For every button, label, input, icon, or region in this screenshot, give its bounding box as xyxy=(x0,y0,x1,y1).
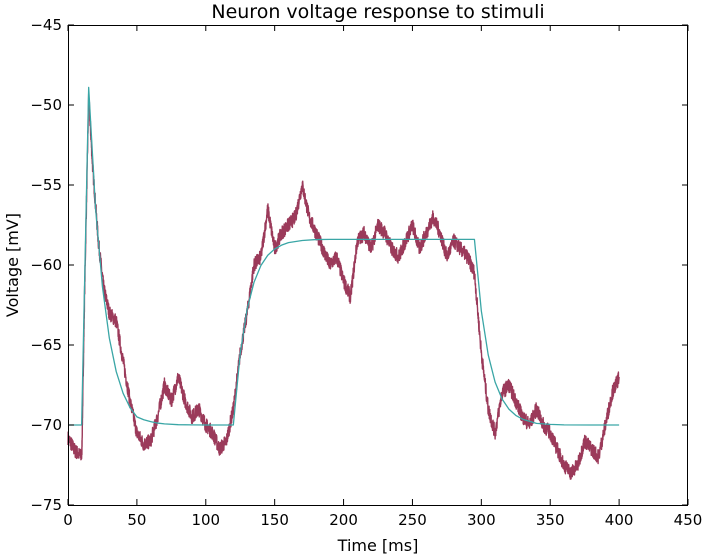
x-tick-label: 250 xyxy=(398,511,427,529)
x-tick-label: 450 xyxy=(674,511,703,529)
x-tick-label: 350 xyxy=(536,511,565,529)
axis-ticks: 0 50 100 150 200 250 300 350 400 450 −75 −70 −65 −60 −… xyxy=(30,16,702,529)
plot-frame xyxy=(68,25,688,506)
x-tick-label: 100 xyxy=(191,511,220,529)
x-tick-label: 150 xyxy=(260,511,289,529)
y-tick-label: −65 xyxy=(30,336,62,354)
x-tick-label: 0 xyxy=(63,511,73,529)
plot-content xyxy=(67,86,620,480)
chart-title: Neuron voltage response to stimuli xyxy=(211,1,544,23)
y-tick-label: −50 xyxy=(30,96,62,114)
x-tick-label: 400 xyxy=(605,511,634,529)
x-tick-label: 200 xyxy=(329,511,358,529)
series-line-2 xyxy=(68,86,620,426)
x-axis-label: Time [ms] xyxy=(337,536,419,555)
y-tick-label: −75 xyxy=(30,496,62,514)
y-axis-label: Voltage [mV] xyxy=(3,213,22,317)
x-tick-label: 50 xyxy=(127,511,146,529)
x-tick-label: 300 xyxy=(467,511,496,529)
y-tick-label: −70 xyxy=(30,416,62,434)
y-tick-label: −55 xyxy=(30,176,62,194)
series-line-1 xyxy=(67,92,620,480)
y-tick-label: −45 xyxy=(30,16,62,34)
y-tick-label: −60 xyxy=(30,256,62,274)
